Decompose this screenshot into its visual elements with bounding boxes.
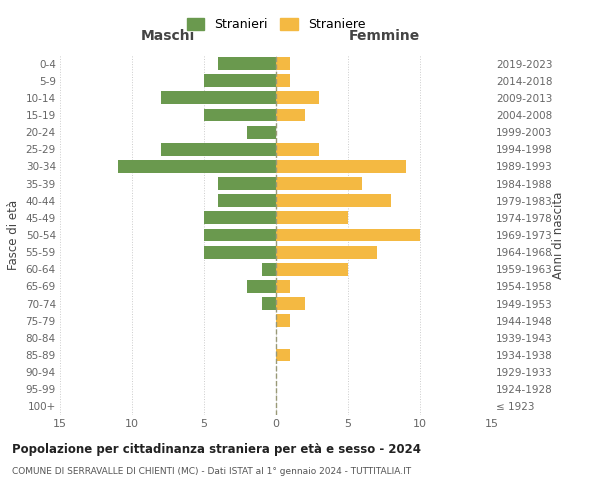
Bar <box>276 92 319 104</box>
Bar <box>276 297 305 310</box>
Bar <box>247 126 276 138</box>
Bar <box>276 228 420 241</box>
Bar <box>276 348 290 362</box>
Bar <box>247 280 276 293</box>
Bar <box>262 263 276 276</box>
Bar <box>276 280 290 293</box>
Bar <box>276 212 348 224</box>
Bar <box>161 143 276 156</box>
Bar <box>276 160 406 173</box>
Bar <box>204 228 276 241</box>
Bar <box>204 246 276 258</box>
Bar <box>218 194 276 207</box>
Text: COMUNE DI SERRAVALLE DI CHIENTI (MC) - Dati ISTAT al 1° gennaio 2024 - TUTTITALI: COMUNE DI SERRAVALLE DI CHIENTI (MC) - D… <box>12 468 411 476</box>
Y-axis label: Fasce di età: Fasce di età <box>7 200 20 270</box>
Bar <box>204 108 276 122</box>
Bar <box>204 212 276 224</box>
Bar <box>276 314 290 327</box>
Text: Femmine: Femmine <box>349 29 419 43</box>
Bar <box>276 246 377 258</box>
Bar <box>161 92 276 104</box>
Bar <box>218 57 276 70</box>
Bar <box>276 108 305 122</box>
Bar <box>276 143 319 156</box>
Bar <box>276 74 290 87</box>
Bar <box>218 177 276 190</box>
Bar <box>118 160 276 173</box>
Bar <box>276 177 362 190</box>
Y-axis label: Anni di nascita: Anni di nascita <box>552 192 565 278</box>
Text: Maschi: Maschi <box>141 29 195 43</box>
Bar <box>276 263 348 276</box>
Bar <box>276 194 391 207</box>
Bar <box>204 74 276 87</box>
Bar <box>262 297 276 310</box>
Legend: Stranieri, Straniere: Stranieri, Straniere <box>183 14 369 35</box>
Bar <box>276 57 290 70</box>
Text: Popolazione per cittadinanza straniera per età e sesso - 2024: Popolazione per cittadinanza straniera p… <box>12 442 421 456</box>
